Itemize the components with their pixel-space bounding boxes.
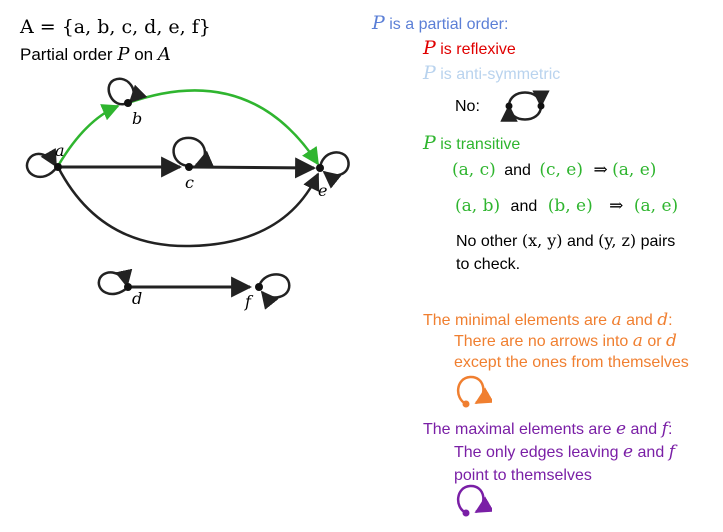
minimal-pre: The minimal elements are — [423, 312, 608, 329]
no-other-and: and — [567, 233, 594, 250]
antisymmetric-text: is anti-symmetric — [440, 66, 561, 83]
edge-a-b — [56, 104, 120, 167]
node-label-c: c — [185, 173, 194, 192]
subtitle-mid: on — [134, 45, 154, 64]
minimal-l2-d: d — [666, 331, 677, 351]
minimal-a: a — [611, 310, 622, 330]
maximal-f: f — [661, 419, 668, 439]
minimal-l3: except the ones from themselves — [454, 354, 689, 371]
node-e — [316, 164, 324, 172]
node-d — [124, 283, 132, 291]
minimal-loop-icon — [457, 375, 492, 408]
minimal-l2-a: a — [632, 331, 643, 351]
minimal-and: and — [626, 312, 653, 329]
and-text: and — [504, 162, 531, 179]
transitive-heading: P is transitive — [423, 132, 520, 154]
node-label-f: f — [244, 292, 254, 311]
node-b — [124, 99, 132, 107]
node-label-a: a — [55, 141, 65, 160]
edge-b-e — [127, 89, 320, 166]
maximal-l2-f: f — [668, 442, 675, 462]
subtitle-prefix: Partial order — [20, 45, 113, 64]
node-label-b: b — [132, 109, 142, 128]
pair-a-e: (a, e) — [612, 160, 657, 180]
no-label: No: — [455, 98, 480, 115]
antisymmetric-example-icon — [500, 90, 550, 122]
and-text: and — [510, 198, 538, 215]
maximal-loop-icon — [457, 484, 492, 517]
subtitle: Partial order P on A — [20, 44, 171, 65]
maximal-l2-and: and — [637, 444, 665, 461]
partial-order-text: is a partial order: — [389, 16, 509, 33]
set-definition: A = {a, b, c, d, e, f} — [20, 16, 211, 38]
loop-a — [25, 147, 59, 179]
pair-y-z: (y, z) — [598, 231, 637, 250]
minimal-l2-or: or — [647, 333, 662, 350]
edge-a-e-lower — [56, 166, 320, 248]
antisymmetric-line: P is anti-symmetric — [423, 62, 560, 84]
pair-a-c: (a, c) — [452, 160, 496, 180]
maximal-l3: point to themselves — [454, 467, 592, 484]
maximal-and: and — [630, 421, 658, 438]
p-symbol: P — [372, 12, 385, 34]
maximal-l2-pre: The only edges leaving — [454, 444, 619, 461]
pair-a-e: (a, e) — [633, 196, 679, 216]
node-label-e: e — [318, 181, 327, 200]
p-symbol: P — [423, 132, 436, 154]
transitive-example-1: (a, c) and (c, e) ⇒ (a, e) — [452, 160, 656, 180]
maximal-elements: The maximal elements are e and f: The on… — [423, 418, 675, 487]
subtitle-a: A — [157, 44, 171, 65]
node-c — [185, 163, 193, 171]
minimal-d: d — [657, 310, 669, 330]
loop-c — [172, 136, 214, 168]
p-symbol: P — [423, 62, 436, 84]
no-other-pre: No other — [456, 233, 518, 250]
loop-d — [97, 268, 133, 296]
maximal-colon: : — [667, 421, 673, 438]
maximal-l2-e: e — [623, 442, 634, 462]
transitive-text: is transitive — [440, 136, 521, 153]
loop-b — [107, 77, 148, 106]
p-symbol: P — [423, 37, 436, 59]
implies-symbol: ⇒ — [609, 196, 624, 216]
maximal-e: e — [615, 419, 627, 439]
pair-x-y: (x, y) — [521, 231, 563, 250]
implies-symbol: ⇒ — [593, 160, 608, 180]
loop-e — [318, 151, 350, 189]
transitive-example-2: (a, b) and (b, e) ⇒ (a, e) — [455, 196, 678, 216]
edge-c-e — [189, 157, 317, 179]
pair-a-b: (a, b) — [455, 196, 501, 216]
partial-order-heading: P is a partial order: — [372, 12, 508, 34]
minimal-colon: : — [668, 312, 673, 329]
subtitle-p: P — [117, 44, 130, 65]
pair-b-e: (b, e) — [547, 196, 593, 216]
node-f — [255, 283, 263, 291]
reflexive-line: P is reflexive — [423, 37, 516, 59]
no-other-line2: to check. — [456, 256, 521, 273]
no-other-pairs: No other (x, y) and (y, z) pairs to chec… — [456, 229, 675, 276]
node-label-d: d — [132, 289, 142, 308]
loop-f — [257, 273, 291, 310]
pair-c-e: (c, e) — [539, 160, 583, 180]
minimal-l2-pre: There are no arrows into — [454, 333, 629, 350]
no-other-post: pairs — [640, 233, 676, 250]
minimal-elements: The minimal elements are a and d: There … — [423, 310, 689, 373]
maximal-pre: The maximal elements are — [423, 421, 612, 438]
reflexive-text: is reflexive — [440, 41, 516, 58]
node-a — [54, 163, 62, 171]
